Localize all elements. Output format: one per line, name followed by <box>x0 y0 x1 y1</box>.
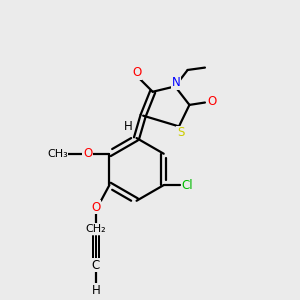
Text: O: O <box>207 95 216 108</box>
Text: C: C <box>92 259 100 272</box>
Text: H: H <box>124 120 133 134</box>
Text: S: S <box>177 127 184 140</box>
Text: O: O <box>133 66 142 79</box>
Text: CH₃: CH₃ <box>47 149 68 159</box>
Text: H: H <box>92 284 100 297</box>
Text: O: O <box>91 201 101 214</box>
Text: CH₂: CH₂ <box>86 224 106 234</box>
Text: Cl: Cl <box>182 178 194 192</box>
Text: N: N <box>172 76 180 89</box>
Text: O: O <box>83 147 92 160</box>
